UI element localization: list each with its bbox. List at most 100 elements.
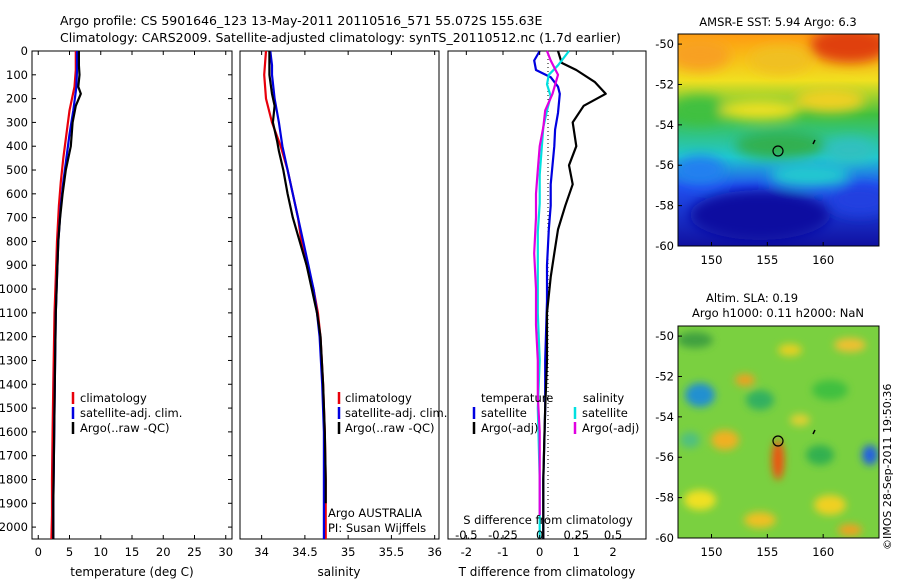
difference-xlabel: T difference from climatology bbox=[458, 565, 636, 579]
salinity-series-group bbox=[263, 50, 327, 539]
x-tick-label: 0 bbox=[536, 545, 543, 559]
x-tick-label: -1 bbox=[497, 545, 508, 559]
lon-tick-label: 160 bbox=[812, 253, 834, 267]
y-tick-label: 1000 bbox=[0, 282, 28, 296]
x-tick-label: 36 bbox=[427, 545, 442, 559]
sla-lat-axis: -50 -52 -54 -56 -58 -60 bbox=[655, 329, 682, 545]
y-tick-label: 1800 bbox=[0, 472, 28, 486]
lat-tick-label: -52 bbox=[655, 369, 674, 383]
lon-tick-label: 150 bbox=[701, 545, 723, 559]
y-tick-label: 1300 bbox=[0, 353, 28, 367]
lat-tick-label: -54 bbox=[655, 410, 674, 424]
y-tick-label: 2000 bbox=[0, 520, 28, 534]
sla-map-panel: Altim. SLA: 0.19 Argo h1000: 0.11 h2000:… bbox=[655, 291, 880, 559]
y-tick-label: 1200 bbox=[0, 330, 28, 344]
x-tick-label: -2 bbox=[461, 545, 472, 559]
salinity-difference-axis: -0.5 -0.25 0 0.25 0.5 bbox=[455, 528, 622, 542]
top-tick-label: 0.5 bbox=[604, 528, 622, 542]
temperature-axes-frame bbox=[31, 50, 233, 540]
y-tick-label: 1600 bbox=[0, 425, 28, 439]
y-tick-label: 300 bbox=[6, 115, 28, 129]
series-line bbox=[542, 50, 607, 539]
series-line bbox=[533, 50, 560, 516]
x-tick-label: 1 bbox=[573, 545, 580, 559]
sla-lon-axis: 150 155 160 bbox=[701, 534, 834, 559]
legend-label: climatology bbox=[80, 391, 147, 405]
series-line bbox=[268, 51, 327, 504]
y-tick-label: 600 bbox=[6, 187, 28, 201]
difference-legend: temperature salinity satellite Argo(-adj… bbox=[472, 391, 639, 435]
sst-lat-axis: -50 -52 -54 -56 -58 -60 bbox=[655, 37, 682, 253]
x-tick-label: 0 bbox=[35, 545, 42, 559]
sst-lon-axis: 150 155 160 bbox=[701, 242, 834, 267]
y-tick-label: 100 bbox=[6, 68, 28, 82]
y-tick-label: 500 bbox=[6, 163, 28, 177]
x-tick-label: 2 bbox=[609, 545, 616, 559]
y-tick-label: 1700 bbox=[0, 449, 28, 463]
salinity-axes-frame bbox=[239, 50, 440, 540]
lat-tick-label: -56 bbox=[655, 450, 674, 464]
lat-tick-label: -60 bbox=[655, 239, 674, 253]
x-tick-label: 34.5 bbox=[292, 545, 318, 559]
argo-location-marker bbox=[772, 145, 784, 157]
y-tick-label: 1500 bbox=[0, 401, 28, 415]
legend-label: Argo(-adj) bbox=[582, 421, 639, 435]
float-track-mark bbox=[812, 429, 816, 435]
y-tick-label: 800 bbox=[6, 234, 28, 248]
lon-tick-label: 155 bbox=[756, 545, 778, 559]
legend-label: climatology bbox=[345, 391, 412, 405]
temperature-xlabel: temperature (deg C) bbox=[70, 565, 193, 579]
sst-map-frame bbox=[677, 33, 880, 247]
y-tick-label: 200 bbox=[6, 92, 28, 106]
sst-heatmap bbox=[678, 34, 879, 246]
series-line bbox=[52, 51, 82, 539]
sla-map-title-line2: Argo h1000: 0.11 h2000: NaN bbox=[692, 306, 864, 320]
y-tick-label: 1400 bbox=[0, 377, 28, 391]
lon-tick-label: 155 bbox=[756, 253, 778, 267]
legend-label: satellite bbox=[582, 406, 628, 420]
y-tick-label: 1100 bbox=[0, 306, 28, 320]
float-track-mark bbox=[812, 139, 816, 145]
lon-tick-label: 160 bbox=[812, 545, 834, 559]
temperature-panel: 0100200300400500600700800900100011001200… bbox=[0, 44, 646, 579]
lat-tick-label: -54 bbox=[655, 118, 674, 132]
y-tick-label: 1900 bbox=[0, 496, 28, 510]
series-line bbox=[50, 51, 77, 540]
legend-label: Argo(-adj) bbox=[481, 421, 538, 435]
x-tick-label: 15 bbox=[125, 545, 140, 559]
top-tick-label: 0 bbox=[536, 528, 543, 542]
temperature-series-group bbox=[50, 51, 82, 540]
x-tick-label: 30 bbox=[218, 545, 233, 559]
y-tick-label: 400 bbox=[6, 139, 28, 153]
series-line bbox=[536, 50, 570, 539]
difference-series-group bbox=[533, 50, 607, 539]
y-tick-label: 700 bbox=[6, 211, 28, 225]
legend-label: satellite-adj. clim. bbox=[345, 406, 447, 420]
sla-heatmap bbox=[678, 326, 879, 538]
top-tick-label: -0.25 bbox=[488, 528, 518, 542]
argo-location-marker bbox=[772, 435, 784, 447]
salinity-x-axis: 34 34.5 35 35.5 36 bbox=[254, 51, 442, 559]
x-tick-label: 10 bbox=[93, 545, 108, 559]
salinity-panel: 34 34.5 35 35.5 36 salinity climatology sate… bbox=[239, 50, 447, 579]
temperature-legend: climatology satellite-adj. clim. Argo(..… bbox=[71, 391, 182, 435]
legend-title-salinity: salinity bbox=[583, 391, 624, 405]
legend-label: satellite bbox=[481, 406, 527, 420]
figure-title-line2: Climatology: CARS2009. Satellite-adjuste… bbox=[60, 30, 621, 45]
legend-title-temperature: temperature bbox=[481, 391, 553, 405]
y-tick-label: 900 bbox=[6, 258, 28, 272]
difference-x-axis: -2 -1 0 1 2 bbox=[461, 51, 617, 559]
lat-tick-label: -50 bbox=[655, 329, 674, 343]
x-tick-label: 20 bbox=[156, 545, 171, 559]
legend-label: Argo(..raw -QC) bbox=[345, 421, 435, 435]
sst-map-panel: AMSR-E SST: 5.94 Argo: 6.3 150 155 160 - bbox=[655, 15, 880, 267]
x-tick-label: 35 bbox=[341, 545, 356, 559]
salinity-xlabel: salinity bbox=[317, 565, 360, 579]
imos-watermark: ©IMOS 28-Sep-2011 19:50:36 bbox=[881, 384, 894, 550]
sla-map-frame bbox=[677, 325, 880, 539]
argo-annotation-line2: PI: Susan Wijffels bbox=[328, 521, 426, 535]
top-tick-label: -0.5 bbox=[455, 528, 477, 542]
legend-label: satellite-adj. clim. bbox=[80, 406, 182, 420]
series-line bbox=[533, 50, 561, 539]
